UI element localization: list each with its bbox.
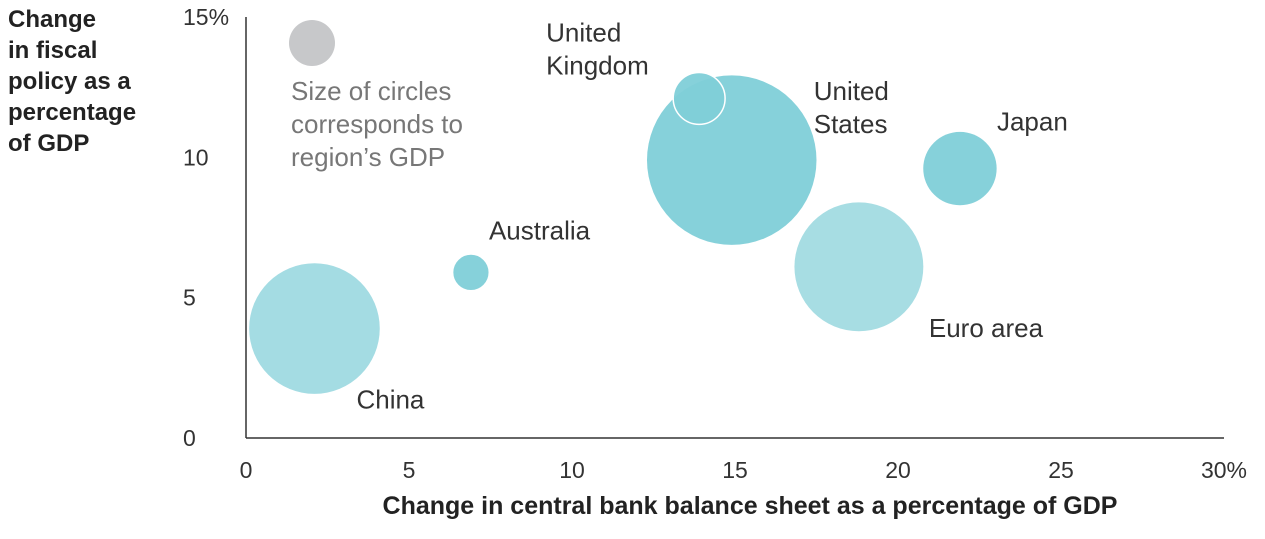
legend-note-line: corresponds to [291,109,463,139]
bubble-united-kingdom [672,71,726,126]
x-tick-label: 10 [559,457,585,483]
bubble-label-line: Kingdom [546,50,649,80]
bubble-label-line: United [546,17,621,47]
bubble-label-line: Euro area [929,313,1044,343]
bubbles [249,71,997,394]
bubble-united-states [646,75,817,245]
bubble-label-line: United [814,76,889,106]
bubble-label-china: China [356,385,424,415]
y-axis-label: Change in fiscal policy as a percentage … [8,6,137,157]
bubble-label-line: China [356,385,424,415]
bubble-label-united-states: United States [814,76,889,139]
x-tick-label: 0 [240,457,253,483]
bubble-label-line: Japan [997,107,1068,137]
bubble-label-australia: Australia [489,215,591,245]
bubble-label-japan: Japan [997,107,1068,137]
x-tick-label: 30% [1201,457,1247,483]
x-tick-label: 15 [722,457,748,483]
y-tick-label: 15% [183,4,229,30]
y-tick-label: 0 [183,425,196,451]
bubble-label-line: Australia [489,215,591,245]
bubble-japan [923,131,997,206]
x-tick-label: 25 [1048,457,1074,483]
x-tick-label: 20 [885,457,911,483]
legend-note: Size of circles corresponds to region’s GD… [291,76,463,172]
bubble-euro-area [794,202,924,332]
x-axis-label: Change in central bank balance sheet as … [382,492,1118,520]
legend-note-line: region’s GDP [291,142,445,172]
y-tick-label: 10 [183,144,209,170]
axes [245,17,1224,439]
y-tick-label: 5 [183,285,196,311]
size-legend: Size of circles corresponds to region’s GD… [289,20,463,172]
legend-circle [289,20,335,66]
tick-labels: 0 5 10 15 20 25 30% 0 5 10 15% [183,4,1247,483]
bubble-china [249,263,380,394]
bubble-label-united-kingdom: United Kingdom [546,17,649,80]
bubble-label-euro-area: Euro area [929,313,1044,343]
bubble-label-line: States [814,109,888,139]
legend-note-line: Size of circles [291,76,451,106]
x-tick-label: 5 [403,457,416,483]
bubble-australia [451,253,491,292]
